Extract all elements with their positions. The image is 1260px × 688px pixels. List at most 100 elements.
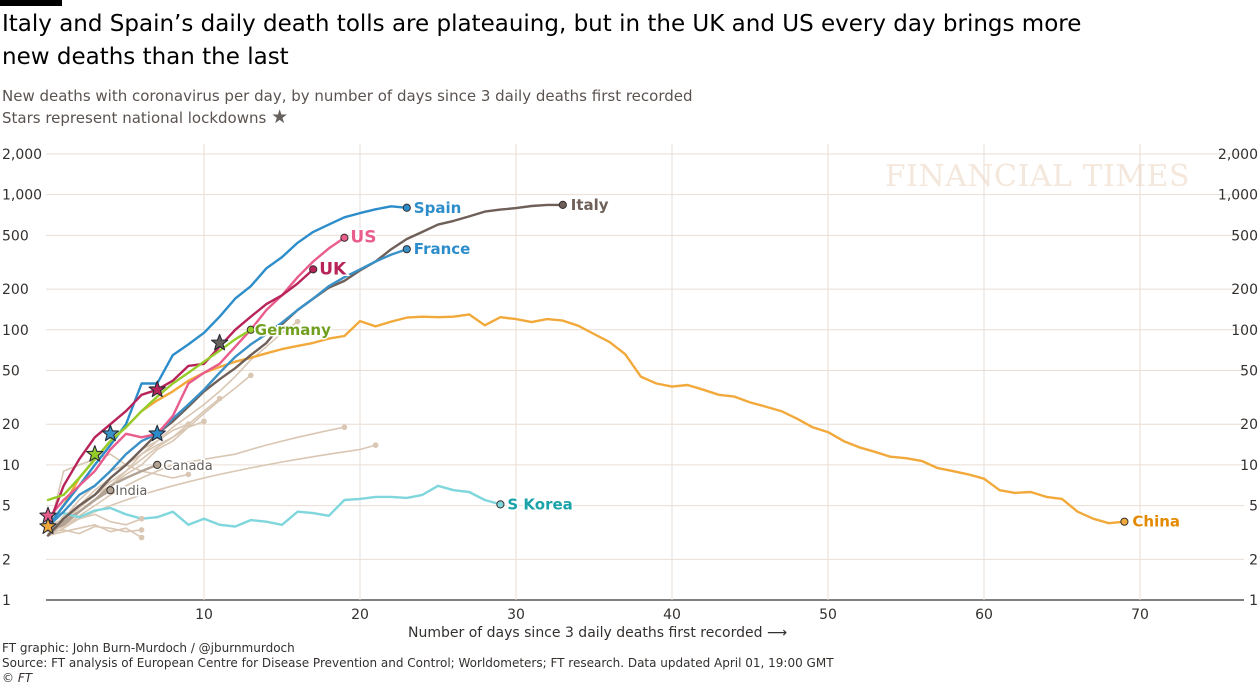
y-tick-label-right: 500 bbox=[1231, 228, 1258, 244]
subtitle-block: New deaths with coronavirus per day, by … bbox=[2, 86, 693, 129]
y-tick-label-right: 5 bbox=[1249, 499, 1258, 515]
x-tick-label: 50 bbox=[819, 607, 837, 623]
lockdown-star-icon bbox=[39, 517, 57, 534]
y-tick-label-left: 1,000 bbox=[2, 188, 42, 204]
series-end-marker-other bbox=[294, 318, 301, 325]
chart-subtitle: New deaths with coronavirus per day, by … bbox=[2, 87, 693, 105]
series-line-india bbox=[46, 489, 112, 532]
series-label: Canada bbox=[163, 459, 212, 474]
series-end-marker-other bbox=[138, 527, 145, 533]
series-line-other bbox=[47, 453, 190, 537]
lockdown-star-icon bbox=[101, 424, 120, 442]
x-tick-label: 70 bbox=[1131, 607, 1149, 623]
series-end-marker bbox=[309, 265, 318, 274]
lockdown-star-icon bbox=[86, 445, 104, 462]
footer: FT graphic: John Burn-Murdoch / @jburnmu… bbox=[2, 641, 834, 686]
subtitle-stars-text: Stars represent national lockdowns bbox=[2, 109, 267, 127]
series-end-marker bbox=[1120, 517, 1129, 526]
y-tick-label-left: 2,000 bbox=[2, 147, 42, 163]
y-tick-label-left: 1 bbox=[2, 593, 11, 609]
series-end-marker-other bbox=[185, 471, 192, 478]
y-tick-label-right: 50 bbox=[1240, 363, 1258, 379]
y-tick-label-right: 100 bbox=[1231, 323, 1258, 339]
series-line-spain bbox=[46, 205, 408, 528]
x-axis-arrow-icon: ⟶ bbox=[767, 625, 787, 641]
x-tick-label: 20 bbox=[351, 607, 369, 623]
series-label: Italy bbox=[571, 196, 609, 214]
series-end-marker bbox=[340, 233, 349, 242]
series-end-marker-other bbox=[341, 424, 348, 431]
footer-source: Source: FT analysis of European Centre f… bbox=[2, 656, 834, 670]
series-end-marker-other bbox=[372, 442, 379, 448]
footer-copyright: © FT bbox=[2, 671, 33, 685]
series-line-us bbox=[46, 236, 346, 520]
series-end-marker-other bbox=[185, 421, 192, 428]
lockdown-star-icon bbox=[148, 380, 166, 398]
y-tick-label-left: 500 bbox=[2, 228, 29, 244]
y-tick-label-right: 2 bbox=[1249, 552, 1258, 568]
series-line-other bbox=[47, 525, 143, 535]
chart-title: Italy and Spain’s daily death tolls are … bbox=[2, 11, 1082, 70]
x-tick-label: 30 bbox=[507, 607, 525, 623]
series-label: Spain bbox=[414, 199, 461, 217]
series-label: France bbox=[414, 240, 471, 258]
series-end-marker bbox=[496, 500, 505, 509]
series-line-other bbox=[47, 397, 221, 533]
series-end-marker bbox=[558, 200, 567, 210]
lockdown-star-icon bbox=[210, 333, 229, 351]
y-tick-label-left: 5 bbox=[2, 499, 11, 515]
series-line-france bbox=[46, 247, 408, 528]
series-end-marker bbox=[106, 486, 115, 495]
y-tick-label-left: 50 bbox=[2, 363, 20, 379]
y-tick-label-right: 200 bbox=[1231, 282, 1258, 298]
series-line-canada bbox=[46, 463, 159, 537]
y-tick-label-left: 200 bbox=[2, 282, 29, 298]
grid-lines bbox=[46, 144, 1244, 601]
y-tick-label-right: 20 bbox=[1240, 417, 1258, 433]
y-tick-label-right: 2,000 bbox=[1218, 147, 1258, 163]
series-lines bbox=[46, 200, 1129, 541]
lockdown-star-icon bbox=[148, 424, 166, 442]
series-label: Germany bbox=[255, 321, 331, 339]
lockdown-stars bbox=[39, 333, 229, 534]
x-tick-label: 60 bbox=[975, 607, 993, 623]
y-tick-label-left: 100 bbox=[2, 323, 29, 339]
series-label: US bbox=[350, 228, 376, 248]
series-line-other bbox=[47, 423, 190, 530]
series-end-marker bbox=[246, 325, 255, 334]
series-line-other bbox=[47, 523, 143, 539]
chart-subtitle-2: Stars represent national lockdowns ★ bbox=[2, 107, 693, 129]
star-icon: ★ bbox=[271, 106, 289, 128]
footer-credit: FT graphic: John Burn-Murdoch / @jburnmu… bbox=[2, 641, 295, 655]
series-line-germany bbox=[46, 328, 253, 502]
y-tick-label-left: 20 bbox=[2, 417, 20, 433]
x-axis-label: Number of days since 3 daily deaths firs… bbox=[408, 625, 787, 641]
series-end-marker-other bbox=[138, 534, 145, 541]
series-end-marker-other bbox=[138, 515, 145, 522]
series-line-s-korea bbox=[46, 484, 502, 528]
series-end-marker bbox=[153, 460, 162, 469]
ft-top-bar bbox=[0, 0, 62, 6]
series-line-other bbox=[47, 426, 346, 533]
x-tick-label: 10 bbox=[195, 607, 213, 623]
series-end-marker-other bbox=[216, 395, 223, 402]
series-end-marker-other bbox=[248, 372, 254, 379]
y-tick-label-left: 2 bbox=[2, 552, 11, 568]
series-label: China bbox=[1132, 513, 1180, 531]
y-tick-label-left: 10 bbox=[2, 458, 20, 474]
y-tick-label-right: 1 bbox=[1249, 593, 1258, 609]
x-axis-label-text: Number of days since 3 daily deaths firs… bbox=[408, 625, 767, 641]
y-tick-label-right: 1,000 bbox=[1218, 188, 1258, 204]
series-label: India bbox=[115, 484, 147, 499]
series-label: UK bbox=[319, 259, 347, 279]
series-end-marker bbox=[402, 203, 411, 212]
series-end-marker bbox=[402, 245, 411, 254]
series-line-uk bbox=[46, 268, 315, 528]
series-line-china bbox=[46, 313, 1126, 528]
y-tick-label-right: 10 bbox=[1240, 458, 1258, 474]
series-label: S Korea bbox=[507, 495, 572, 513]
ft-watermark: FINANCIAL TIMES bbox=[885, 159, 1190, 194]
series-end-marker-other bbox=[201, 418, 207, 425]
x-tick-label: 40 bbox=[663, 607, 681, 623]
